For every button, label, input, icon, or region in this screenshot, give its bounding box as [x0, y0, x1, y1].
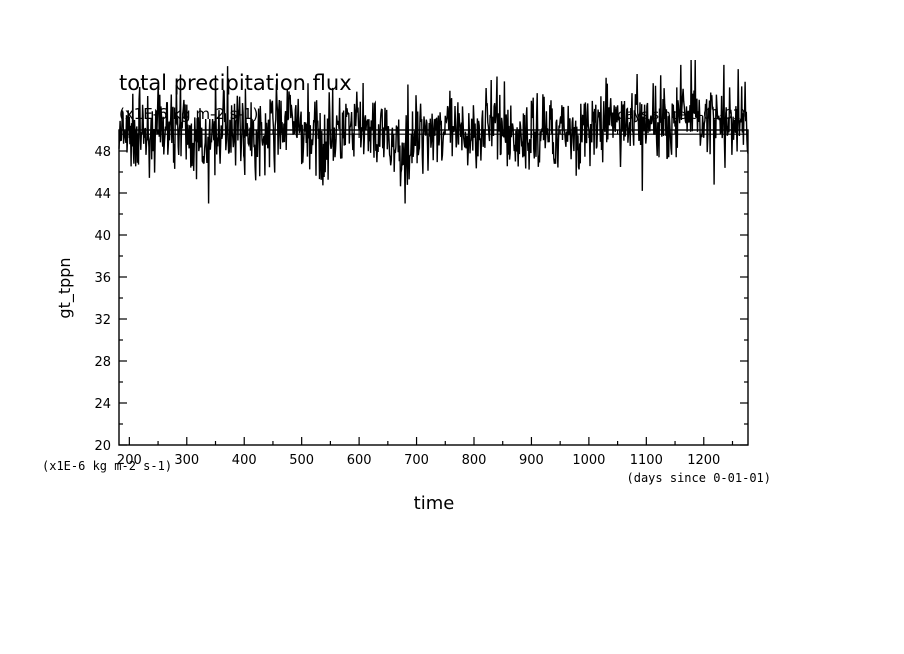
y-tick-label: 36	[94, 271, 111, 286]
x-tick-label: 900	[519, 453, 544, 468]
y-tick-label: 20	[94, 439, 111, 454]
y-tick-label: 32	[94, 313, 111, 328]
chart-subtitle-left: (x1E-6 kg m-2 s-1)	[119, 105, 258, 123]
y-tick-label: 40	[94, 229, 111, 244]
axis-tick-labels: 20 24 28 32 36 40 44 48 200 300 400 500 600 700 800 900…	[94, 145, 720, 468]
chart-title: total precipitation flux	[119, 71, 352, 95]
y-axis-units: (x1E-6 kg m-2 s-1)	[42, 459, 172, 473]
x-tick-label: 500	[289, 453, 314, 468]
series-line-gt_tppn	[118, 59, 749, 204]
x-axis-units: (days since 0-01-01)	[627, 471, 772, 485]
y-axis-label: gt_tppn	[55, 257, 75, 318]
y-tick-label: 48	[94, 145, 111, 160]
chart-subtitle-right: (days since 0-01-01)	[612, 108, 746, 123]
x-tick-label: 600	[347, 453, 372, 468]
x-tick-label: 1000	[572, 453, 605, 468]
axis-ticks	[119, 129, 748, 446]
x-tick-label: 700	[404, 453, 429, 468]
y-tick-label: 28	[94, 355, 111, 370]
x-axis-label: time	[414, 493, 455, 514]
y-tick-label: 24	[94, 397, 111, 412]
x-tick-label: 200	[117, 453, 142, 468]
x-tick-label: 800	[462, 453, 487, 468]
x-tick-label: 1100	[630, 453, 663, 468]
x-tick-label: 300	[174, 453, 199, 468]
plot-frame	[118, 129, 749, 446]
x-tick-label: 1200	[687, 453, 720, 468]
y-tick-label: 44	[94, 187, 111, 202]
x-tick-label: 400	[232, 453, 257, 468]
